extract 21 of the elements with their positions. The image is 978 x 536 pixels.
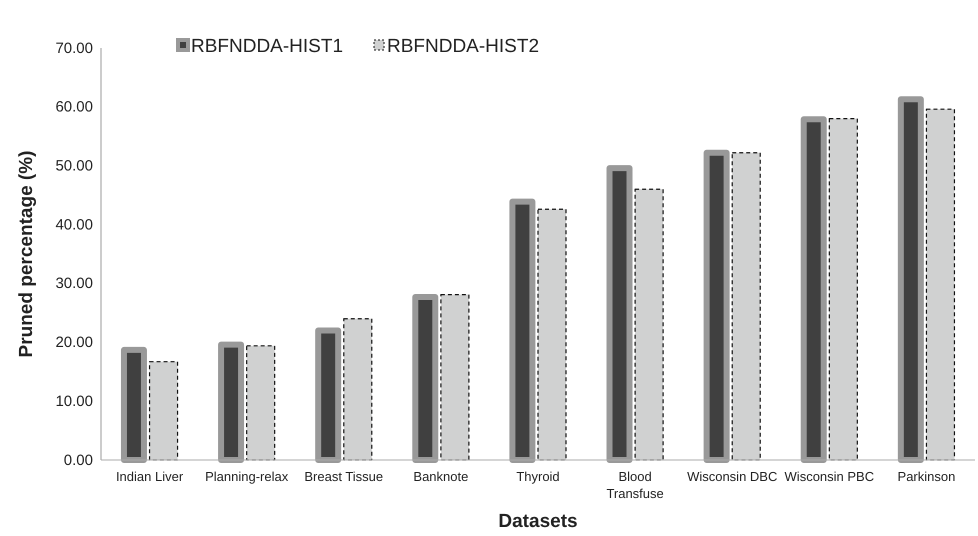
y-tick-label: 10.00 xyxy=(55,392,93,410)
y-tick-label: 30.00 xyxy=(55,275,93,292)
y-tick-label: 20.00 xyxy=(55,334,93,352)
x-tick-label: Blood Transfuse xyxy=(606,469,664,501)
y-tick-label: 40.00 xyxy=(55,216,93,234)
x-tick-label: Thyroid xyxy=(516,469,560,484)
x-tick-label: Breast Tissue xyxy=(304,469,384,484)
x-tick-label: Parkinson xyxy=(898,469,956,484)
x-tick-label: Indian Liver xyxy=(116,469,184,484)
y-tick-label: 50.00 xyxy=(55,158,93,175)
y-axis-title: Pruned percentage (%) xyxy=(16,150,37,358)
x-tick-label: Planning-relax xyxy=(205,469,289,484)
x-axis-title: Datasets xyxy=(498,511,578,532)
legend-label: RBFNDDA-HIST1 xyxy=(191,36,344,57)
y-tick-label: 60.00 xyxy=(55,98,93,116)
legend-label: RBFNDDA-HIST2 xyxy=(387,36,540,57)
x-tick-label: Wisconsin PBC xyxy=(784,469,874,484)
x-tick-label: Wisconsin DBC xyxy=(687,469,778,484)
y-tick-label: 70.00 xyxy=(55,40,93,57)
x-tick-label: Banknote xyxy=(413,469,468,484)
y-tick-label: 0.00 xyxy=(64,452,93,469)
